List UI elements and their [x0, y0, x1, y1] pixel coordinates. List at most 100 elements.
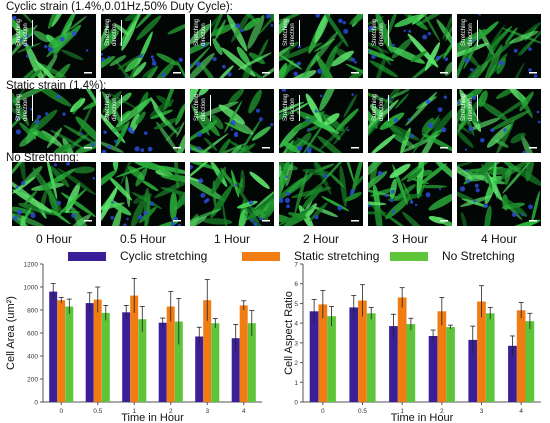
x-tick-label: 3 [205, 408, 209, 415]
micrograph-tile [12, 162, 96, 226]
x-tick-label: 0.5 [358, 408, 367, 415]
bar [397, 297, 407, 402]
bar [389, 326, 398, 402]
legend-item-cyclic: Cyclic stretching [68, 249, 207, 263]
bar [65, 306, 74, 402]
x-tick-label: 2 [440, 408, 444, 415]
time-label-4: 3 Hour [391, 232, 429, 246]
bar [428, 336, 438, 402]
x-tick-label: 0 [59, 408, 63, 415]
bar [211, 323, 220, 402]
time-label-3: 2 Hour [302, 232, 340, 246]
bar [485, 313, 495, 402]
legend-label-cyclic: Cyclic stretching [120, 249, 208, 263]
y-tick-label: 0 [294, 400, 298, 407]
legend-label-none: No Stretching [442, 249, 515, 263]
y-tick-label: 5 [294, 301, 298, 308]
x-tick-label: 1 [400, 408, 404, 415]
bar [327, 316, 336, 402]
bar [231, 338, 240, 402]
bar [516, 310, 526, 402]
bar [122, 312, 131, 402]
bar [366, 313, 376, 402]
stretching-arrow-icon [32, 20, 33, 46]
stretching-direction-label: Stretching direction [16, 93, 29, 121]
bar [174, 321, 183, 402]
stretching-arrow-icon [388, 20, 389, 46]
stretching-direction-label: Stretching direction [461, 18, 474, 46]
time-label-2: 1 Hour [213, 232, 251, 246]
y-tick-label: 600 [27, 331, 38, 338]
x-tick-label: 1 [132, 408, 136, 415]
bar [406, 324, 416, 402]
y-tick-label: 2 [294, 360, 298, 367]
bar [349, 307, 359, 402]
bar [309, 311, 319, 402]
stretching-direction-label: Stretching direction [372, 93, 385, 121]
stretching-arrow-icon [388, 95, 389, 121]
legend-swatch-none [390, 251, 428, 261]
time-label-5: 4 Hour [480, 232, 518, 246]
micrograph-tile: Stretching direction [12, 14, 96, 78]
micrograph-tile: Stretching direction [190, 89, 274, 153]
bar [468, 339, 478, 402]
stretching-direction-label: Stretching direction [461, 93, 474, 121]
legend-swatch-cyclic [68, 251, 106, 261]
row-title-none: No Stretching: [6, 152, 79, 164]
time-label-0: 0 Hour [35, 232, 73, 246]
micrograph-tile: Stretching direction [457, 14, 541, 78]
bar [525, 321, 535, 402]
stretching-arrow-icon [121, 20, 122, 46]
bar [138, 319, 147, 402]
y-tick-label: 800 [27, 308, 38, 315]
bar [203, 300, 212, 402]
stretching-direction-label: Stretching direction [105, 18, 118, 46]
legend-item-static: Static stretching [242, 249, 379, 263]
stretching-arrow-icon [477, 95, 478, 121]
bar [93, 299, 102, 402]
bar [166, 306, 175, 402]
stretching-arrow-icon [299, 20, 300, 46]
stretching-arrow-icon [210, 20, 211, 46]
bar [85, 303, 94, 402]
x-tick-label: 3 [480, 408, 484, 415]
stretching-arrow-icon [477, 20, 478, 46]
stretching-direction-label: Stretching direction [283, 93, 296, 121]
bar [477, 301, 486, 402]
y-tick-label: 4 [294, 321, 298, 328]
stretching-direction-label: Stretching direction [194, 18, 207, 46]
y-tick-label: 0 [34, 400, 38, 407]
bar [130, 295, 139, 402]
micrograph-tile [190, 162, 274, 226]
micrograph-tile [101, 162, 185, 226]
micrograph-tile: Stretching direction [368, 89, 452, 153]
stretching-direction-label: Stretching direction [105, 93, 118, 121]
micrograph-tile: Stretching direction [101, 89, 185, 153]
y-tick-label: 6 [294, 281, 298, 288]
x-tick-label: 2 [169, 408, 173, 415]
y-tick-label: 400 [27, 354, 38, 361]
stretching-arrow-icon [32, 95, 33, 121]
y-tick-label: 1000 [24, 285, 39, 292]
bar [57, 300, 66, 402]
legend-swatch-static [242, 251, 280, 261]
x-tick-label: 0 [321, 408, 325, 415]
bar [318, 304, 328, 402]
bar [239, 305, 248, 402]
chart-legend: Cyclic stretching Static stretching No S… [0, 249, 550, 269]
micrograph-tile: Stretching direction [279, 89, 363, 153]
micrograph-tile [457, 162, 541, 226]
micrograph-tile [279, 162, 363, 226]
bar [49, 291, 58, 402]
micrograph-tile [368, 162, 452, 226]
y-axis-title: Cell Aspect Ratio [283, 291, 295, 375]
y-tick-label: 7 [294, 262, 298, 269]
bar [195, 336, 204, 402]
micrograph-tile: Stretching direction [12, 89, 96, 153]
y-tick-label: 1 [294, 380, 298, 387]
y-tick-label: 200 [27, 377, 38, 384]
bar [158, 322, 167, 402]
bar [358, 300, 367, 402]
bar [508, 345, 517, 402]
legend-item-none: No Stretching [390, 249, 515, 263]
